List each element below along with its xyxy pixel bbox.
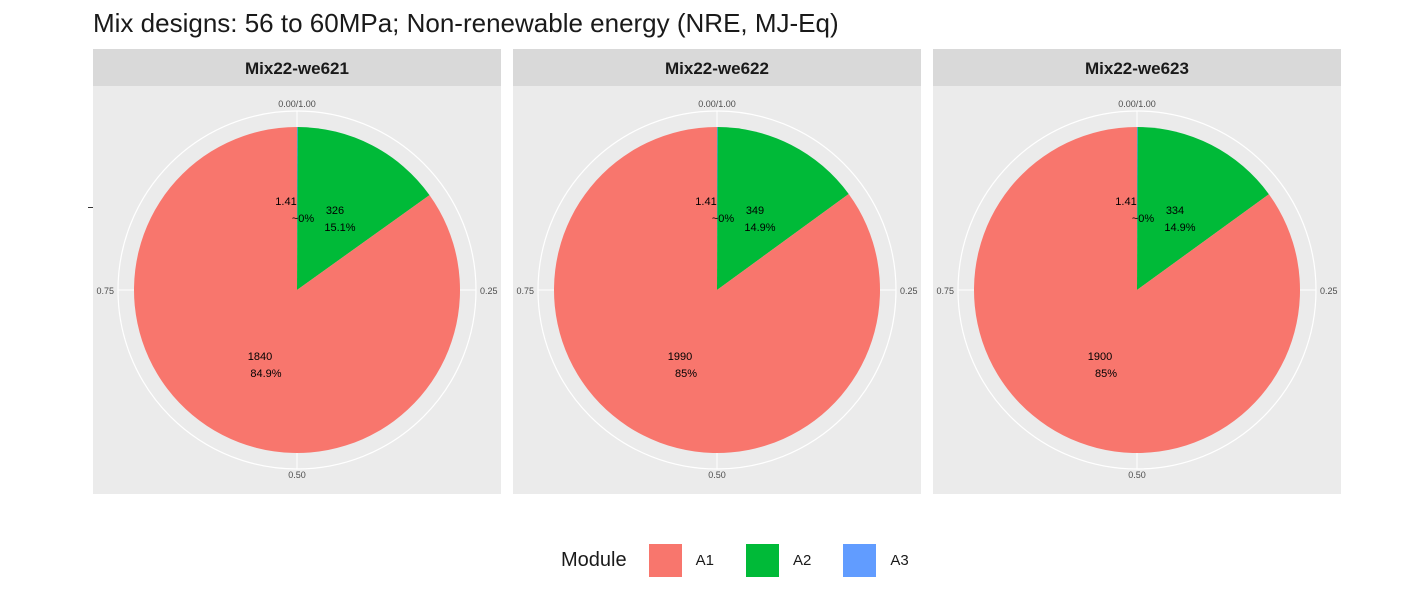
theta-tick-label: 0.00/1.00 xyxy=(698,99,736,109)
facet-strip xyxy=(513,49,921,86)
theta-tick-label: 0.50 xyxy=(708,470,726,480)
pie-slice-a2 xyxy=(297,127,430,290)
theta-tick-label: 0.75 xyxy=(936,286,954,296)
legend-key-a1 xyxy=(648,543,682,577)
theta-tick-label: 0.25 xyxy=(900,286,918,296)
slice-value-label: 349 xyxy=(746,205,764,217)
legend-key-a3 xyxy=(843,543,877,577)
pie-slice-a1 xyxy=(553,127,880,453)
theta-tick-label: 0.75 xyxy=(516,286,534,296)
facet-panel-2: Mix22-we622 1.41 ~0% 349 14.9% 1990 85% 0.00/1.… xyxy=(513,49,921,494)
pie-slice-a1 xyxy=(973,127,1301,453)
slice-percent-label: 14.9% xyxy=(1164,222,1195,234)
chart-title: Mix designs: 56 to 60MPa; Non-renewable … xyxy=(93,8,839,38)
legend-label-a3: A3 xyxy=(890,551,909,569)
slice-percent-label: ~0% xyxy=(712,213,735,225)
legend-title: Module xyxy=(561,548,627,571)
slice-percent-label: 85% xyxy=(675,368,697,380)
slice-value-label: 1.41 xyxy=(695,196,716,208)
theta-tick-label: 0.00/1.00 xyxy=(278,99,316,109)
pie-slice-a2 xyxy=(717,127,849,291)
pie-slice-a2 xyxy=(1137,127,1269,290)
slice-percent-label: ~0% xyxy=(1132,213,1155,225)
facet-strip-label: Mix22-we622 xyxy=(665,59,769,78)
facet-strip xyxy=(93,49,501,86)
theta-tick-label: 0.25 xyxy=(480,286,498,296)
legend-label-a2: A2 xyxy=(792,551,812,569)
axis-tick-mark xyxy=(88,207,93,208)
slice-value-label: 1.41 xyxy=(275,196,296,208)
legend-item-a3: A3 xyxy=(843,543,926,577)
slice-value-label: 1900 xyxy=(1088,351,1112,363)
facet-strip xyxy=(933,49,1341,86)
slice-percent-label: 85% xyxy=(1095,368,1117,380)
facet-panel-3: Mix22-we623 1.41 ~0% 334 14.9% 1900 85% 0.00/1.… xyxy=(933,49,1341,494)
theta-tick-label: 0.00/1.00 xyxy=(1118,99,1156,109)
slice-value-label: 1840 xyxy=(248,351,272,363)
pie-slice-a1 xyxy=(133,127,460,453)
legend-label-a1: A1 xyxy=(695,551,714,569)
chart-area: Mix22-we621 1.41 ~0% 326 15.1% 1840 84.9% 0.00/… xyxy=(93,49,1341,494)
slice-value-label: 326 xyxy=(326,205,344,217)
theta-tick-label: 0.50 xyxy=(1128,470,1146,480)
theta-tick-label: 0.50 xyxy=(288,470,306,480)
theta-tick-label: 0.75 xyxy=(96,286,114,296)
theta-tick-label: 0.25 xyxy=(1320,286,1338,296)
slice-value-label: 334 xyxy=(1166,205,1184,217)
legend: Module A1 A2 A3 xyxy=(561,541,941,579)
slice-percent-label: ~0% xyxy=(292,213,315,225)
legend-item-a1: A1 xyxy=(648,543,732,577)
legend-item-a2: A2 xyxy=(745,543,829,577)
slice-percent-label: 84.9% xyxy=(250,368,281,380)
facet-panel-1: Mix22-we621 1.41 ~0% 326 15.1% 1840 84.9% 0.00/… xyxy=(93,49,501,494)
legend-key-a2 xyxy=(745,543,779,577)
slice-value-label: 1.41 xyxy=(1115,196,1136,208)
slice-value-label: 1990 xyxy=(668,351,692,363)
facet-strip-label: Mix22-we623 xyxy=(1085,59,1189,78)
slice-percent-label: 14.9% xyxy=(744,222,775,234)
slice-percent-label: 15.1% xyxy=(324,222,355,234)
facet-strip-label: Mix22-we621 xyxy=(245,59,349,78)
